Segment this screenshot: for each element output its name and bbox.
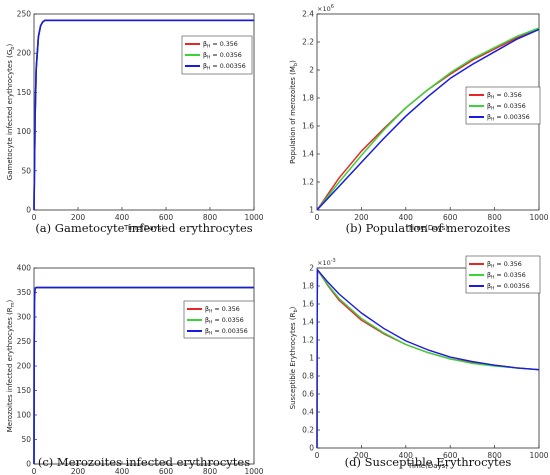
y-tick-label: 1.6 (302, 122, 314, 131)
y-tick-label: 0.8 (302, 372, 314, 381)
legend-label-3: βH = 0.00356 (203, 63, 246, 72)
legend-label-3: βH = 0.00356 (487, 283, 530, 292)
x-tick-label: 0 (32, 213, 37, 222)
x-tick-label: 1000 (529, 213, 548, 222)
x-tick-label: 600 (443, 451, 458, 460)
chart-panel-2: 0 200 400 600 800 1000 1 1.2 1.4 1.6 1.8 2 2.2 2.4×10… (289, 4, 549, 235)
x-tick-label: 800 (487, 451, 502, 460)
y-tick-label: 150 (17, 88, 32, 97)
x-tick-label: 800 (203, 467, 218, 475)
legend: βH = 0.356 βH = 0.0356 βH = 0.00356 (465, 86, 541, 125)
series-line-3 (316, 269, 540, 449)
x-tick-label: 800 (203, 213, 218, 222)
plot-frame (33, 267, 255, 465)
y-tick-label: 1 (309, 206, 314, 215)
x-tick-label: 0 (315, 451, 320, 460)
legend-label-2: βH = 0.0356 (205, 317, 244, 326)
panel-caption: (c) Merozoites infected erythrocytes (38, 455, 250, 469)
y-tick-label: 0 (26, 460, 31, 469)
legend: βH = 0.356 βH = 0.0356 βH = 0.00356 (183, 300, 255, 339)
y-tick-label: 0.2 (302, 426, 314, 435)
y-tick-label: 150 (17, 386, 32, 395)
y-tick-label: 200 (17, 49, 32, 58)
x-tick-label: 1000 (244, 467, 263, 475)
legend-label-2: βH = 0.0356 (203, 52, 242, 61)
y-tick-label: 400 (17, 264, 32, 273)
x-tick-label: 600 (159, 213, 174, 222)
y-axis-label: Population of merozoites (Mb) (289, 60, 299, 164)
x-axis-label: Time(Days) (407, 224, 448, 232)
legend: βH = 0.356 βH = 0.0356 βH = 0.00356 (181, 35, 253, 75)
series-line-3 (33, 19, 254, 211)
y-tick-label: 350 (17, 288, 32, 297)
y-axis-label: Susceptible Erythrocytes (Rb) (289, 306, 299, 409)
x-tick-label: 400 (399, 451, 414, 460)
y-tick-label: 0 (309, 444, 314, 453)
y-tick-label: 1.2 (302, 178, 314, 187)
x-tick-label: 0 (315, 213, 320, 222)
chart-panel-1: 0 200 400 600 800 1000 0 50 100 150 200 250 Time(Day… (6, 10, 264, 236)
y-tick-label: 2 (309, 66, 314, 75)
x-axis-label: Time(Days) (407, 462, 448, 470)
x-tick-label: 600 (443, 213, 458, 222)
y-tick-label: 0 (26, 206, 31, 215)
y-tick-label: 1.8 (302, 282, 314, 291)
y-tick-label: 1.8 (302, 94, 314, 103)
legend-label-1: βH = 0.356 (487, 92, 522, 101)
x-tick-label: 800 (487, 213, 502, 222)
legend-label-1: βH = 0.356 (487, 261, 522, 270)
chart-panel-3: 0 200 400 600 800 1000 0 50 100 150 200 250 300 350 40… (6, 264, 264, 475)
y-tick-label: 1.2 (302, 336, 314, 345)
y-axis-label: Merozoites infected erythrocytes (Rm) (6, 299, 16, 432)
y-tick-label: 1.4 (302, 318, 314, 327)
y-tick-label: 0.6 (302, 390, 314, 399)
x-tick-label: 200 (354, 451, 369, 460)
plot-frame (316, 267, 540, 449)
legend-label-1: βH = 0.356 (203, 41, 238, 50)
y-tick-label: 100 (17, 411, 32, 420)
y-tick-label: 2.4 (302, 10, 314, 19)
x-tick-label: 400 (115, 213, 130, 222)
panel-caption: (a) Gametocyte infected erythrocytes (35, 221, 252, 235)
legend: βH = 0.356 βH = 0.0356 βH = 0.00356 (465, 255, 541, 294)
axis-exponent-label: ×106 (317, 4, 334, 13)
y-tick-label: 250 (17, 337, 32, 346)
x-tick-label: 1000 (529, 451, 548, 460)
legend-label-2: βH = 0.0356 (487, 272, 526, 281)
y-tick-label: 1 (309, 354, 314, 363)
series-line-3 (33, 286, 254, 465)
legend-label-1: βH = 0.356 (205, 306, 240, 315)
legend-label-2: βH = 0.0356 (487, 103, 526, 112)
x-tick-label: 200 (71, 213, 86, 222)
y-tick-label: 50 (21, 166, 31, 175)
x-tick-label: 1000 (244, 213, 263, 222)
y-tick-label: 250 (17, 10, 32, 19)
y-tick-label: 200 (17, 362, 32, 371)
x-tick-label: 400 (399, 213, 414, 222)
x-tick-label: 0 (32, 467, 37, 475)
y-tick-label: 0.4 (302, 408, 314, 417)
y-tick-label: 1.6 (302, 300, 314, 309)
chart-panel-4: 0 200 400 600 800 1000 0 0.2 0.4 0.6 0.8 1 1.2 1.4 1.6… (289, 255, 549, 470)
x-tick-label: 600 (159, 467, 174, 475)
y-tick-label: 2 (309, 264, 314, 273)
panel-caption: (b) Population of merozoites (346, 221, 511, 235)
y-tick-label: 100 (17, 127, 32, 136)
y-tick-label: 1.4 (302, 150, 314, 159)
x-tick-label: 200 (354, 213, 369, 222)
y-axis-label: Gametocyte infected erythrocytes (Gb) (6, 44, 16, 181)
y-tick-label: 2.2 (302, 38, 314, 47)
series-line-2 (316, 27, 540, 211)
legend-label-3: βH = 0.00356 (487, 114, 530, 123)
y-tick-label: 300 (17, 313, 32, 322)
legend-label-3: βH = 0.00356 (205, 328, 248, 337)
x-tick-label: 400 (115, 467, 130, 475)
axis-exponent-label: ×10-3 (317, 258, 336, 267)
x-tick-label: 200 (71, 467, 86, 475)
y-tick-label: 50 (21, 435, 31, 444)
x-axis-label: Time(Days) (123, 224, 164, 232)
series-line-3 (316, 28, 540, 211)
panel-caption: (d) Susceptible Erythrocytes (345, 455, 512, 469)
